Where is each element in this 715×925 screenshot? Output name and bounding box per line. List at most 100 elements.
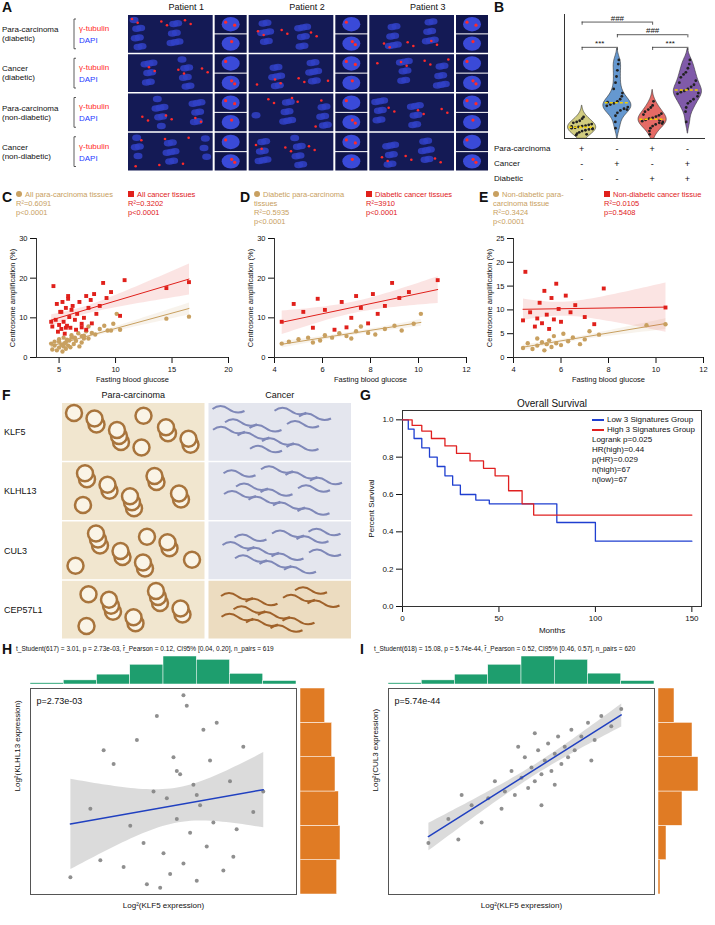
svg-text:Log²(KLF5 expression): Log²(KLF5 expression) [481,901,563,910]
svg-text:Log²(KLHL13 expression): Log²(KLHL13 expression) [13,700,22,791]
svg-text:8: 8 [368,365,372,374]
svg-text:γ-tubulin: γ-tubulin [79,102,109,111]
svg-text:6: 6 [320,365,324,374]
svg-text:0: 0 [23,353,27,362]
svg-text:###: ### [611,14,625,23]
svg-text:0.6: 0.6 [382,490,394,499]
svg-text:γ-tubulin: γ-tubulin [79,142,109,151]
svg-text:8: 8 [606,365,610,374]
svg-text:DAPI: DAPI [79,154,98,163]
svg-text:(non-diabetic): (non-diabetic) [2,152,51,161]
svg-text:Fasting blood glucose: Fasting blood glucose [334,375,407,384]
html-text:Para-carcinoma: Para-carcinoma [494,144,551,153]
svg-text:Fasting blood glucose: Fasting blood glucose [572,375,645,384]
svg-text:0.4: 0.4 [382,527,394,536]
svg-text:25: 25 [496,234,504,243]
svg-text:p=2.73e-03: p=2.73e-03 [37,696,83,706]
html-text:Diabetic para-carcinoma tissue: Diabetic para-carcinoma tissues [254,190,345,208]
html-text:Cancer: Cancer [494,159,520,168]
svg-text:12: 12 [462,365,470,374]
svg-text:0: 0 [261,353,265,362]
svg-text:20: 20 [496,258,504,267]
svg-text:CEP57L1: CEP57L1 [4,605,43,615]
svg-text:Centrosome amplification (%): Centrosome amplification (%) [485,248,494,347]
svg-text:10: 10 [257,313,265,322]
svg-text:(non-diabetic): (non-diabetic) [2,113,51,122]
svg-text:γ-tubulin: γ-tubulin [79,24,109,33]
svg-text:4: 4 [511,365,515,374]
svg-text:4: 4 [272,365,276,374]
svg-text:20: 20 [224,365,232,374]
svg-text:DAPI: DAPI [79,114,98,123]
svg-text:20: 20 [19,274,27,283]
svg-text:12: 12 [699,365,707,374]
svg-text:(diabetic): (diabetic) [2,73,35,82]
svg-text:50: 50 [494,614,503,623]
svg-text:30: 30 [19,234,27,243]
html-text:A: A [2,0,13,15]
svg-text:Patient 2: Patient 2 [289,2,325,12]
svg-text:0.0: 0.0 [382,602,394,611]
svg-text:Para-carcinoma: Para-carcinoma [2,25,59,34]
svg-text:Cancer: Cancer [265,390,294,400]
svg-text:γ-tubulin: γ-tubulin [79,63,109,72]
html-text:H: H [2,641,13,657]
svg-text:0: 0 [500,353,504,362]
svg-text:150: 150 [685,614,699,623]
svg-text:Overall Survival: Overall Survival [517,398,587,409]
svg-text:10: 10 [414,365,422,374]
svg-text:CUL3: CUL3 [4,546,27,556]
svg-text:KLHL13: KLHL13 [4,486,37,496]
svg-text:Para-carcinoma: Para-carcinoma [101,390,165,400]
html-text:B: B [494,0,505,15]
svg-text:Centrosome amplification (%): Centrosome amplification (%) [8,248,17,347]
svg-text:15: 15 [168,365,176,374]
html-text:E: E [479,189,489,205]
svg-text:Para-carcinoma: Para-carcinoma [2,104,59,113]
svg-text:10: 10 [652,365,660,374]
svg-text:5: 5 [57,365,61,374]
svg-text:6: 6 [559,365,563,374]
svg-text:0.2: 0.2 [382,565,394,574]
html-text:C: C [2,189,13,205]
svg-text:Centrosome amplification (%): Centrosome amplification (%) [246,248,255,347]
svg-text:Months: Months [539,626,565,635]
html-text:p<0.0001: p<0.0001 [128,208,160,217]
svg-text:Cancer: Cancer [2,143,28,152]
html-text:Diabetic: Diabetic [494,174,523,183]
svg-text:5: 5 [500,329,504,338]
svg-text:DAPI: DAPI [79,75,98,84]
svg-text:10: 10 [111,365,119,374]
html-text:R²=0.3202: R²=0.3202 [128,199,164,208]
svg-text:30: 30 [257,234,265,243]
svg-text:Cancer: Cancer [2,64,28,73]
svg-text:100: 100 [589,614,603,623]
html-text:G: G [360,387,371,403]
svg-text:Log²(CUL3 expression): Log²(CUL3 expression) [371,708,380,791]
svg-text:###: ### [646,26,660,35]
svg-text:15: 15 [496,282,504,291]
html-text:R²=0.6091: R²=0.6091 [16,199,52,208]
html-text:All para-carcinoma tissues: All para-carcinoma tissues [25,190,113,199]
svg-text:10: 10 [19,313,27,322]
svg-text:***: *** [595,39,604,48]
svg-text:0.8: 0.8 [382,453,394,462]
svg-text:Patient 1: Patient 1 [169,2,205,12]
svg-text:Percent Survival: Percent Survival [367,479,376,537]
svg-text:Patient 3: Patient 3 [410,2,446,12]
svg-text:20: 20 [257,274,265,283]
html-text:D: D [240,189,251,205]
html-text:p<0.0001: p<0.0001 [16,208,48,217]
svg-text:***: *** [666,39,675,48]
html-text:All cancer tissues: All cancer tissues [137,190,196,199]
svg-text:0: 0 [400,614,405,623]
html-text:Non-diabetic para-carcinoma ti: Non-diabetic para-carcinoma tissue [493,190,564,208]
svg-text:10: 10 [496,305,504,314]
svg-text:DAPI: DAPI [79,36,98,45]
svg-text:Fasting blood glucose: Fasting blood glucose [96,375,169,384]
svg-text:KLF5: KLF5 [4,427,26,437]
svg-text:(diabetic): (diabetic) [2,34,35,43]
svg-text:Log²(KLF5 expression): Log²(KLF5 expression) [123,901,205,910]
svg-text:1.0: 1.0 [382,415,394,424]
svg-text:p=5.74e-44: p=5.74e-44 [395,696,441,706]
